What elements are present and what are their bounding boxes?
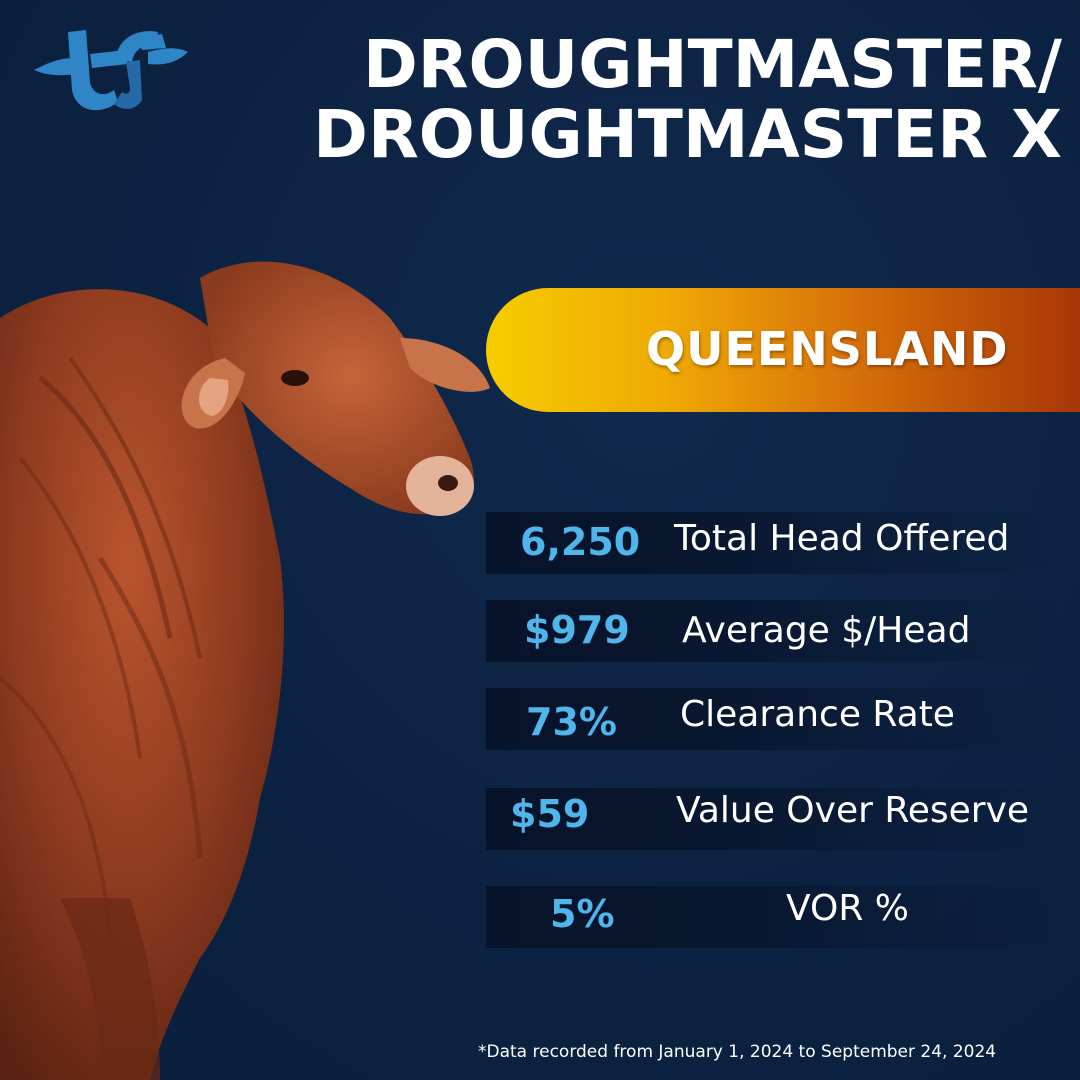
page-title: DROUGHTMASTER/ DROUGHTMASTER X xyxy=(302,30,1062,170)
stat-value: 5% xyxy=(550,892,615,936)
data-footnote: *Data recorded from January 1, 2024 to S… xyxy=(478,1042,997,1062)
title-line-1: DROUGHTMASTER/ xyxy=(362,26,1062,103)
stat-label: Total Head Offered xyxy=(674,518,1010,559)
stat-label: VOR % xyxy=(786,888,909,929)
stat-value: $59 xyxy=(510,792,590,836)
tf-logo-icon xyxy=(34,30,188,111)
stat-average-per-head: $979 Average $/Head xyxy=(486,600,1066,662)
stat-total-head-offered: 6,250 Total Head Offered xyxy=(486,512,1066,574)
stat-label: Value Over Reserve xyxy=(676,790,1030,831)
region-label: QUEENSLAND xyxy=(646,322,1009,376)
stat-vor-percent: 5% VOR % xyxy=(486,886,1066,948)
region-banner: QUEENSLAND xyxy=(486,288,1080,412)
stat-value: $979 xyxy=(524,608,630,652)
stat-label: Average $/Head xyxy=(682,610,971,651)
title-line-2: DROUGHTMASTER X xyxy=(313,96,1062,173)
stat-value: 6,250 xyxy=(520,520,641,564)
stat-value: 73% xyxy=(526,700,617,744)
stat-clearance-rate: 73% Clearance Rate xyxy=(486,688,1066,750)
stat-value-over-reserve: $59 Value Over Reserve xyxy=(486,788,1066,850)
bull-image xyxy=(0,261,490,1080)
stat-label: Clearance Rate xyxy=(680,694,955,735)
